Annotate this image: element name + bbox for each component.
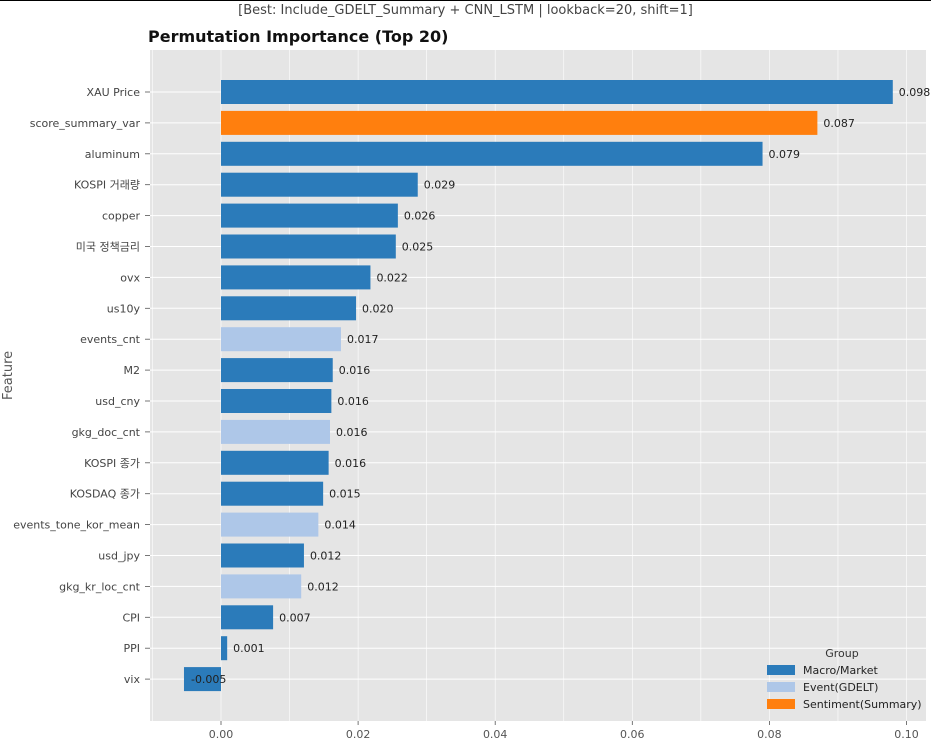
y-tick-label: XAU Price xyxy=(87,86,141,99)
value-label: 0.022 xyxy=(376,271,408,284)
legend: Group Macro/Market Event(GDELT) Sentiment(… xyxy=(767,647,922,711)
y-tick-label: events_tone_kor_mean xyxy=(13,519,140,532)
y-tick-label: M2 xyxy=(124,364,141,377)
top-border xyxy=(0,0,931,1)
x-tick-label: 0.08 xyxy=(757,728,782,741)
bar xyxy=(221,419,330,444)
value-label: 0.016 xyxy=(335,457,367,470)
y-tick-labels: XAU Price score_summary_var aluminum KOSPI … xyxy=(13,86,150,686)
value-label: 0.001 xyxy=(233,642,265,655)
y-tick-label: KOSPI 종가 xyxy=(84,457,140,470)
bar xyxy=(221,389,332,413)
bar xyxy=(221,636,228,661)
y-tick-label: KOSPI 거래량 xyxy=(74,179,140,192)
value-label: 0.029 xyxy=(424,179,456,192)
value-label: 0.012 xyxy=(307,580,339,593)
bar xyxy=(221,450,329,475)
bar xyxy=(221,80,893,104)
y-tick-label: 미국 정책금리 xyxy=(76,241,140,254)
bar xyxy=(221,265,371,290)
bar xyxy=(221,327,341,352)
x-tick-label: 0.04 xyxy=(483,728,508,741)
value-labels: 0.098 0.087 0.079 0.029 0.026 0.025 0.022 0.020… xyxy=(191,86,930,686)
x-tick-label: 0.02 xyxy=(346,728,371,741)
chart-suptitle: [Best: Include_GDELT_Summary + CNN_LSTM … xyxy=(238,3,693,18)
bar xyxy=(221,110,818,135)
bar xyxy=(221,574,302,599)
chart-title: Permutation Importance (Top 20) xyxy=(148,27,449,46)
value-label: 0.079 xyxy=(769,148,801,161)
value-label: 0.017 xyxy=(347,333,379,346)
value-label: 0.014 xyxy=(324,519,356,532)
value-label: 0.012 xyxy=(310,550,342,563)
value-label: 0.087 xyxy=(823,117,855,130)
value-label: 0.015 xyxy=(329,488,361,501)
x-tick-labels: 0.00 0.02 0.04 0.06 0.08 0.10 xyxy=(209,721,919,741)
y-tick-label: usd_jpy xyxy=(98,550,140,563)
bar xyxy=(221,296,357,321)
bar xyxy=(221,358,333,383)
bar xyxy=(221,234,396,259)
x-tick-label: 0.06 xyxy=(620,728,645,741)
y-tick-label: gkg_kr_loc_cnt xyxy=(59,580,141,593)
value-label: 0.007 xyxy=(279,611,311,624)
y-tick-label: score_summary_var xyxy=(30,117,141,130)
bar xyxy=(221,543,304,568)
bar xyxy=(221,605,274,630)
y-tick-label: PPI xyxy=(123,642,140,655)
legend-swatch xyxy=(767,699,795,709)
y-tick-label: aluminum xyxy=(85,148,140,161)
x-tick-label: 0.00 xyxy=(209,728,234,741)
bar xyxy=(221,203,398,228)
bar xyxy=(221,512,319,537)
y-tick-label: usd_cny xyxy=(95,395,140,408)
value-label: 0.020 xyxy=(362,302,394,315)
bars xyxy=(183,80,893,692)
bar xyxy=(221,141,763,166)
y-tick-label: CPI xyxy=(122,611,140,624)
bar xyxy=(221,172,418,197)
y-tick-label: copper xyxy=(102,210,141,223)
y-tick-label: events_cnt xyxy=(80,333,141,346)
bar xyxy=(183,667,221,692)
y-tick-label: gkg_doc_cnt xyxy=(72,426,141,439)
value-label: 0.025 xyxy=(402,241,434,254)
y-tick-label: KOSDAQ 종가 xyxy=(70,488,140,501)
bar xyxy=(221,481,324,506)
legend-label: Event(GDELT) xyxy=(803,681,878,694)
legend-label: Sentiment(Summary) xyxy=(803,698,922,711)
y-tick-label: vix xyxy=(124,673,141,686)
legend-label: Macro/Market xyxy=(803,664,878,677)
legend-swatch xyxy=(767,682,795,692)
legend-title: Group xyxy=(825,647,859,660)
y-tick-label: ovx xyxy=(120,271,140,284)
value-label: 0.016 xyxy=(339,364,371,377)
value-label: 0.098 xyxy=(899,86,931,99)
value-label: 0.016 xyxy=(337,395,369,408)
x-tick-label: 0.10 xyxy=(894,728,919,741)
y-tick-label: us10y xyxy=(107,302,141,315)
value-label: 0.016 xyxy=(336,426,368,439)
value-label: -0.005 xyxy=(191,673,226,686)
legend-swatch xyxy=(767,665,795,675)
value-label: 0.026 xyxy=(404,210,436,223)
